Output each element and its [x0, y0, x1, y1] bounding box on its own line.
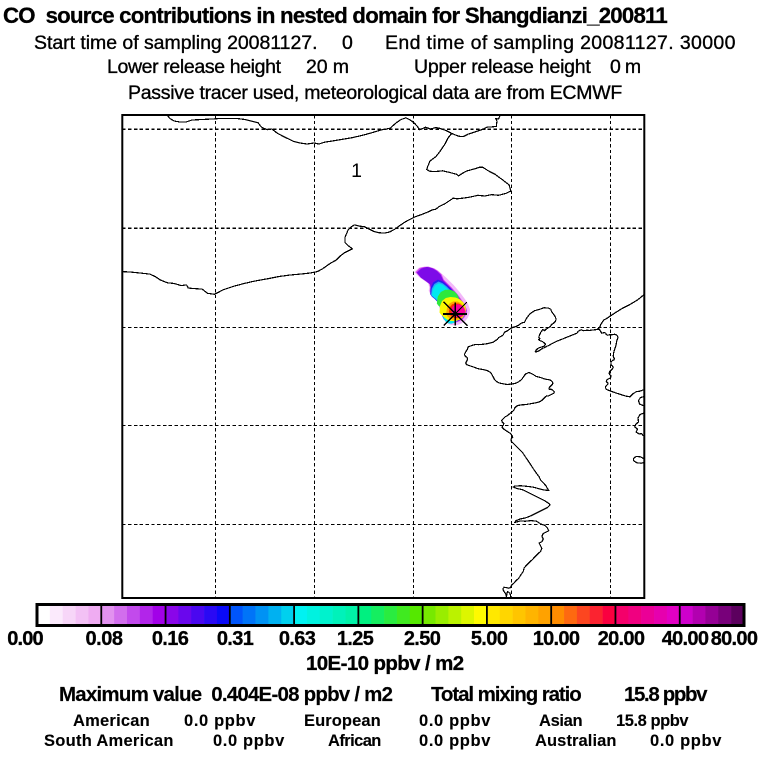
svg-text:1: 1: [351, 160, 362, 182]
